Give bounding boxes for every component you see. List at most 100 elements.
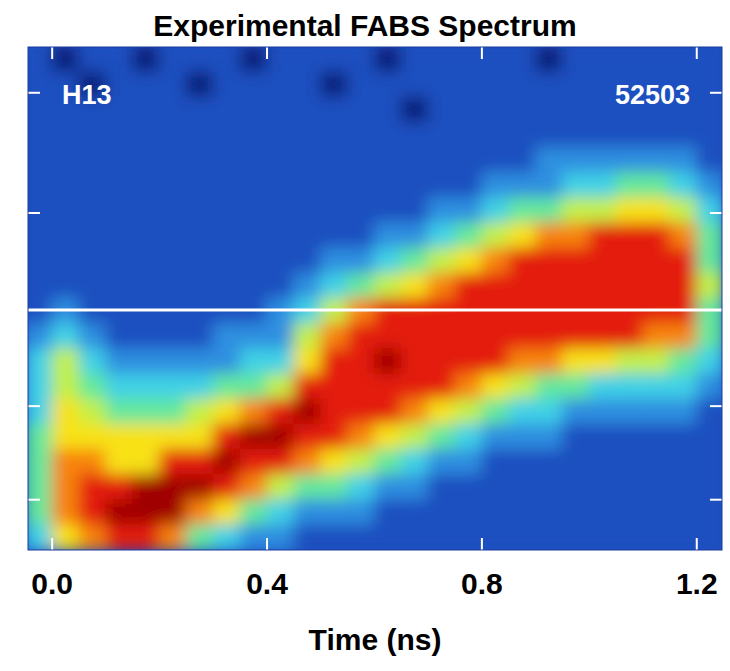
cell bbox=[455, 524, 483, 550]
cell bbox=[293, 323, 321, 349]
cell bbox=[347, 72, 375, 98]
cell bbox=[669, 524, 697, 550]
x-tick-label: 0.8 bbox=[461, 567, 503, 600]
cell bbox=[132, 72, 160, 98]
chart: Experimental FABS Spectrum0.00.40.81.2H1… bbox=[0, 0, 730, 671]
cell bbox=[669, 172, 697, 198]
cell bbox=[374, 499, 402, 525]
cell bbox=[562, 273, 590, 299]
cell bbox=[374, 474, 402, 500]
cell bbox=[481, 323, 509, 349]
cell bbox=[186, 373, 214, 399]
cell bbox=[267, 399, 295, 425]
cell bbox=[374, 147, 402, 173]
cell bbox=[696, 449, 722, 475]
cell bbox=[159, 97, 187, 123]
cell bbox=[481, 97, 509, 123]
cell bbox=[589, 399, 617, 425]
x-tick-top bbox=[51, 47, 53, 59]
x-tick-top bbox=[481, 47, 483, 59]
cell bbox=[374, 172, 402, 198]
cell bbox=[267, 97, 295, 123]
cell bbox=[696, 72, 722, 98]
cell bbox=[616, 197, 644, 223]
cell bbox=[267, 474, 295, 500]
x-axis-title: Time (ns) bbox=[309, 623, 442, 656]
cell bbox=[213, 47, 241, 73]
cell bbox=[616, 47, 644, 73]
cell bbox=[669, 223, 697, 249]
cell bbox=[616, 424, 644, 450]
cell bbox=[616, 499, 644, 525]
cell bbox=[213, 97, 241, 123]
cell bbox=[347, 147, 375, 173]
cell bbox=[28, 499, 53, 525]
cell bbox=[374, 122, 402, 148]
cell bbox=[132, 524, 160, 550]
cell bbox=[240, 172, 268, 198]
cell bbox=[267, 47, 295, 73]
cell bbox=[132, 248, 160, 274]
cell bbox=[79, 399, 107, 425]
cell bbox=[562, 524, 590, 550]
cell bbox=[696, 323, 722, 349]
cell bbox=[696, 47, 722, 73]
cell bbox=[28, 147, 53, 173]
cell bbox=[508, 323, 536, 349]
cell bbox=[401, 47, 429, 73]
cell bbox=[159, 172, 187, 198]
cell bbox=[616, 273, 644, 299]
cell bbox=[589, 47, 617, 73]
cell bbox=[401, 122, 429, 148]
cell bbox=[240, 97, 268, 123]
cell bbox=[159, 47, 187, 73]
cell bbox=[562, 323, 590, 349]
cell bbox=[401, 524, 429, 550]
cell bbox=[401, 72, 429, 98]
cell bbox=[455, 499, 483, 525]
cell bbox=[267, 373, 295, 399]
cell bbox=[240, 47, 268, 73]
cell bbox=[374, 273, 402, 299]
cell bbox=[213, 373, 241, 399]
cell bbox=[320, 323, 348, 349]
cell bbox=[320, 223, 348, 249]
title: Experimental FABS Spectrum bbox=[153, 9, 576, 42]
cell bbox=[267, 172, 295, 198]
cell bbox=[696, 197, 722, 223]
cell bbox=[105, 449, 133, 475]
cell bbox=[696, 373, 722, 399]
cell bbox=[267, 223, 295, 249]
x-tick bbox=[696, 538, 698, 550]
cell bbox=[508, 72, 536, 98]
x-tick bbox=[51, 538, 53, 550]
cell bbox=[643, 197, 671, 223]
cell bbox=[643, 424, 671, 450]
x-tick-label: 0.4 bbox=[246, 567, 288, 600]
cell bbox=[28, 373, 53, 399]
cell bbox=[508, 524, 536, 550]
cell bbox=[374, 223, 402, 249]
cell bbox=[105, 273, 133, 299]
cell bbox=[52, 524, 80, 550]
cell bbox=[508, 47, 536, 73]
cell bbox=[132, 399, 160, 425]
cell bbox=[562, 449, 590, 475]
cell bbox=[186, 47, 214, 73]
cell bbox=[508, 122, 536, 148]
cell bbox=[159, 449, 187, 475]
cell bbox=[374, 449, 402, 475]
cell bbox=[267, 147, 295, 173]
cell bbox=[643, 373, 671, 399]
cell bbox=[28, 424, 53, 450]
y-tick-right bbox=[710, 92, 722, 94]
cell bbox=[105, 373, 133, 399]
cell bbox=[347, 172, 375, 198]
cell bbox=[267, 323, 295, 349]
cell bbox=[535, 323, 563, 349]
cell bbox=[347, 399, 375, 425]
cell bbox=[535, 474, 563, 500]
reference-line bbox=[28, 309, 722, 312]
cell bbox=[132, 197, 160, 223]
cell bbox=[320, 97, 348, 123]
